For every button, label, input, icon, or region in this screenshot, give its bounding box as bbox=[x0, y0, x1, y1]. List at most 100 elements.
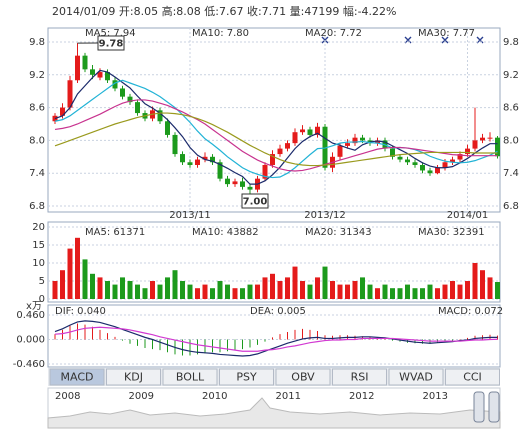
tab[interactable]: PSY bbox=[219, 368, 274, 386]
candle-body bbox=[360, 137, 365, 141]
tab-bg[interactable] bbox=[219, 368, 274, 386]
candle-body bbox=[427, 170, 433, 174]
tab[interactable]: WVAD bbox=[388, 368, 444, 386]
legend-entry: MA20: 31343 bbox=[305, 227, 372, 238]
candle-body bbox=[322, 126, 328, 168]
volume-bar bbox=[232, 288, 238, 299]
tab-bg[interactable] bbox=[445, 368, 500, 386]
tab[interactable]: MACD bbox=[49, 368, 105, 386]
tab-label[interactable]: CCI bbox=[463, 371, 482, 384]
legend-entry: MA5: 7.94 bbox=[85, 28, 136, 39]
tab-label[interactable]: MACD bbox=[61, 371, 94, 384]
y-unit: x万 bbox=[26, 301, 42, 312]
candle-body bbox=[105, 72, 110, 81]
volume-bar bbox=[457, 284, 463, 299]
y-tick-label: 5 bbox=[39, 276, 45, 287]
candle-body bbox=[292, 132, 298, 144]
timeline-label: 2013 bbox=[423, 391, 448, 402]
legend-entry: MA20: 7.72 bbox=[305, 28, 362, 39]
volume-bar bbox=[90, 273, 95, 299]
candle-body bbox=[465, 148, 470, 155]
candle-body bbox=[172, 134, 178, 155]
candle-body bbox=[337, 145, 343, 157]
candle-body bbox=[405, 159, 410, 163]
candle-body bbox=[97, 72, 103, 78]
tab-label[interactable]: BOLL bbox=[176, 371, 205, 384]
candle-body bbox=[195, 159, 200, 165]
volume-bar bbox=[225, 284, 230, 299]
timeline-handle-right[interactable] bbox=[488, 391, 500, 423]
timeline-handle-left[interactable] bbox=[473, 391, 485, 423]
candle-body bbox=[210, 156, 215, 163]
y-tick-label-right: 7.4 bbox=[503, 168, 519, 179]
ma-line bbox=[54, 99, 498, 172]
tab-bg[interactable] bbox=[162, 368, 218, 386]
volume-bar bbox=[270, 273, 275, 299]
tab-label[interactable]: PSY bbox=[236, 371, 257, 384]
volume-bar bbox=[262, 277, 268, 299]
timeline-label: 2010 bbox=[202, 391, 227, 402]
y-tick-label: 20 bbox=[32, 222, 45, 233]
volume-bar bbox=[405, 284, 410, 299]
candle-body bbox=[120, 88, 125, 97]
volume-bar bbox=[82, 259, 88, 299]
candle-body bbox=[67, 80, 73, 108]
tab-bg[interactable] bbox=[332, 368, 387, 386]
candle-body bbox=[240, 181, 245, 187]
tab[interactable]: KDJ bbox=[106, 368, 161, 386]
tab-bg[interactable] bbox=[275, 368, 331, 386]
tab-label[interactable]: WVAD bbox=[399, 371, 433, 384]
tab[interactable]: CCI bbox=[445, 368, 500, 386]
volume-bar bbox=[330, 281, 335, 299]
candle-body bbox=[82, 55, 88, 70]
tab-bg[interactable] bbox=[106, 368, 161, 386]
legend-entry: MA30: 32391 bbox=[418, 227, 485, 238]
candle-body bbox=[390, 148, 395, 157]
volume-bar bbox=[472, 263, 478, 299]
volume-bar bbox=[390, 288, 395, 299]
candle-body bbox=[112, 80, 118, 89]
volume-bar bbox=[307, 284, 313, 299]
y-tick-label-right: 6.8 bbox=[503, 201, 519, 212]
tab-label[interactable]: OBV bbox=[291, 371, 315, 384]
volume-bar bbox=[442, 284, 448, 299]
y-tick-label: 9.8 bbox=[29, 37, 45, 48]
annotation-box bbox=[241, 193, 269, 209]
candle-body bbox=[345, 143, 350, 146]
tab[interactable]: RSI bbox=[332, 368, 387, 386]
y-tick-label: 10 bbox=[32, 258, 45, 269]
volume-bar bbox=[487, 277, 493, 299]
candle-body bbox=[495, 137, 500, 157]
volume-bar bbox=[150, 281, 155, 299]
candle-body bbox=[60, 107, 65, 116]
volume-bar bbox=[112, 284, 118, 299]
candle-body bbox=[450, 159, 455, 163]
volume-bar bbox=[345, 284, 350, 299]
tab-label[interactable]: RSI bbox=[351, 371, 369, 384]
candle-body bbox=[442, 162, 448, 168]
macd-frame bbox=[47, 304, 501, 368]
tabs: MACD KDJ BOLL PSY OBV RSI WVAD CCI bbox=[49, 368, 500, 386]
volume-bar bbox=[172, 270, 178, 299]
x-tick-label: 2013/12 bbox=[304, 210, 346, 221]
candle-body bbox=[457, 154, 463, 160]
volume-bar bbox=[412, 288, 418, 299]
ma-line bbox=[54, 112, 498, 167]
volume-bar bbox=[427, 284, 433, 299]
candle-body bbox=[232, 181, 238, 185]
tab[interactable]: BOLL bbox=[162, 368, 218, 386]
tab[interactable]: OBV bbox=[275, 368, 331, 386]
candle-body bbox=[315, 126, 320, 135]
tab-bg[interactable] bbox=[388, 368, 444, 386]
volume-bar bbox=[300, 281, 305, 299]
y-tick-label: 0.460 bbox=[16, 310, 45, 321]
tab-label[interactable]: KDJ bbox=[124, 371, 143, 384]
volume-bar bbox=[75, 237, 80, 299]
y-tick-label: 9.2 bbox=[29, 70, 45, 81]
volume-bar bbox=[337, 284, 343, 299]
volume-bar bbox=[247, 284, 253, 299]
tab-bg[interactable] bbox=[49, 368, 105, 386]
candle-body bbox=[300, 129, 305, 133]
annotation: 7.00 bbox=[243, 197, 268, 208]
volume-bar bbox=[195, 288, 200, 299]
